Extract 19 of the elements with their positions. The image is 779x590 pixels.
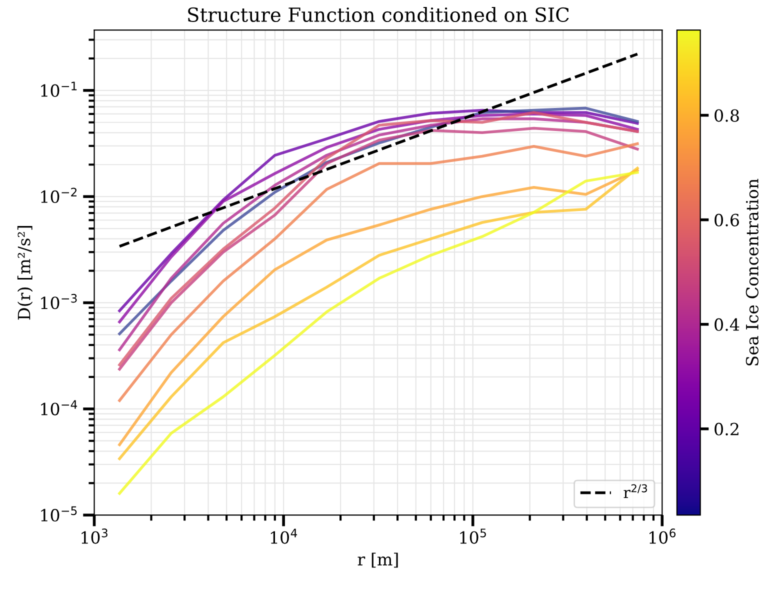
y-axis-title: D(r) [m²/s²] <box>17 226 33 320</box>
color-bar-label: 0.6 <box>714 214 739 226</box>
line-series <box>118 142 639 402</box>
y-tick-label: 10$^{−5}$ <box>41 506 77 522</box>
y-tick-label: 10$^{−4}$ <box>41 400 78 416</box>
x-tick-label: 10$^{4}$ <box>270 528 298 544</box>
x-tick-label: 10$^{5}$ <box>460 528 486 544</box>
color-bar-label: 0.2 <box>714 422 738 436</box>
legend-label: r$^{2/3}$ <box>624 484 647 498</box>
x-axis-title: r [m] <box>358 552 398 568</box>
x-tick-label: 10$^{6}$ <box>650 528 676 544</box>
y-tick-label: 10$^{−1}$ <box>41 82 77 97</box>
chart-title: Structure Function conditioned on SIC <box>188 6 569 22</box>
color-bar-label: 0.8 <box>714 109 739 122</box>
y-tick-label: 10$^{−3}$ <box>41 294 77 310</box>
x-tick-label: 10$^{3}$ <box>82 528 108 544</box>
color-bar-label: 0.4 <box>714 318 740 331</box>
color-bar-title: Sea Ice Concentration <box>746 178 758 366</box>
y-tick-label: 10$^{−2}$ <box>41 188 77 204</box>
